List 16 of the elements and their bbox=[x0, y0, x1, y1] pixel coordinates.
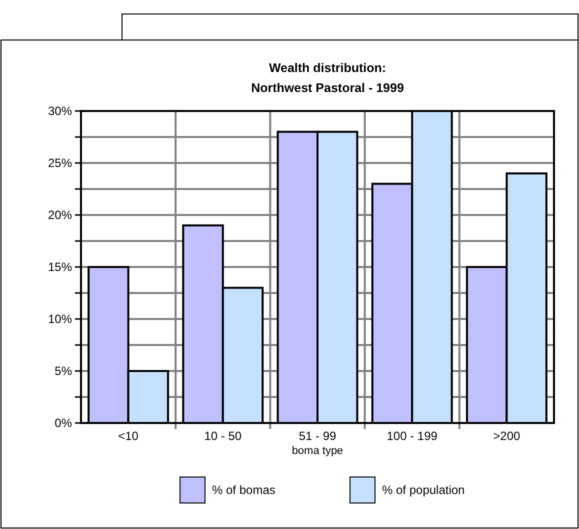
x-tick-label: 51 - 99 bbox=[298, 429, 337, 443]
y-tick-label: 5% bbox=[54, 364, 72, 378]
legend-label: % of population bbox=[382, 483, 465, 497]
y-tick-label: 25% bbox=[48, 156, 72, 170]
y-tick-label: 10% bbox=[48, 312, 72, 326]
y-tick-label: 15% bbox=[48, 260, 72, 274]
y-tick-label: 30% bbox=[48, 104, 72, 118]
chart-title: Wealth distribution: Northwest Pastoral - 1999 bbox=[251, 61, 404, 95]
x-tick-label: <10 bbox=[118, 429, 139, 443]
y-tick-label: 20% bbox=[48, 208, 72, 222]
x-axis-title: boma type bbox=[292, 445, 344, 457]
x-tick-label: 10 - 50 bbox=[204, 429, 242, 443]
legend-label: % of bomas bbox=[212, 483, 276, 497]
x-tick-label: >200 bbox=[493, 429, 521, 443]
x-tick-label: 100 - 199 bbox=[386, 429, 438, 443]
y-tick-label: 0% bbox=[54, 416, 72, 430]
